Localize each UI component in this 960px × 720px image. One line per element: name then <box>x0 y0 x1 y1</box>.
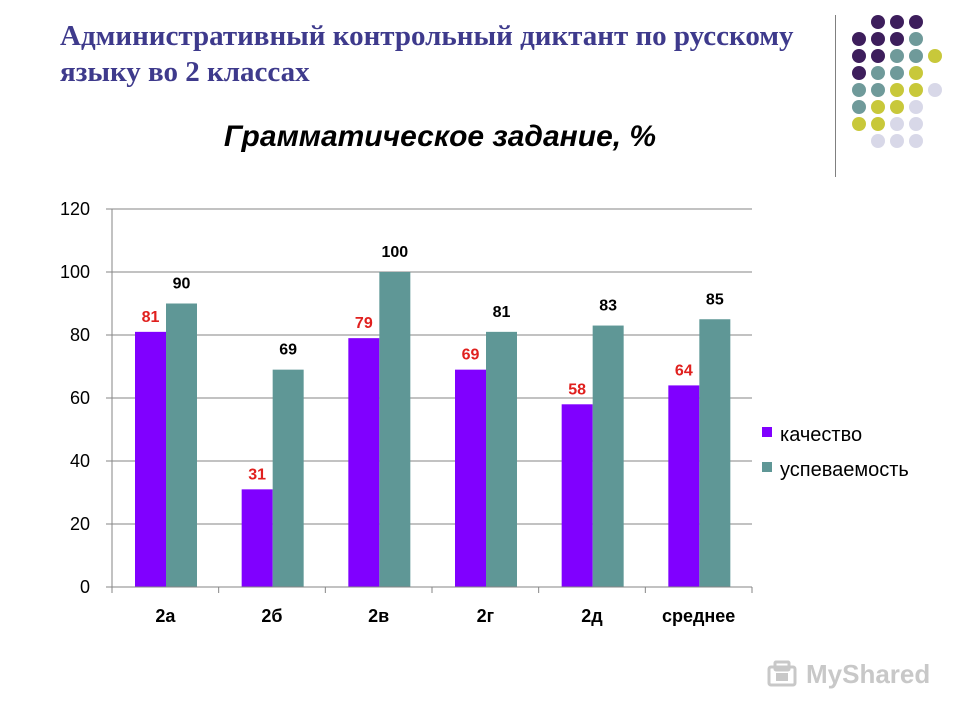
decorative-dot <box>890 117 904 131</box>
data-label: 85 <box>706 291 724 308</box>
decorative-dot <box>909 32 923 46</box>
x-tick-label: 2в <box>368 606 389 626</box>
legend-label: успеваемость <box>780 459 909 481</box>
decorative-dot <box>890 100 904 114</box>
decorative-dot <box>871 117 885 131</box>
watermark-text: MyShared <box>806 658 931 689</box>
data-label: 90 <box>173 276 191 293</box>
bar-uspevaemost <box>272 369 304 587</box>
bar-uspevaemost <box>379 272 411 587</box>
decorative-dot <box>871 32 885 46</box>
decorative-dot <box>928 49 942 63</box>
y-tick-label: 120 <box>60 199 90 219</box>
decorative-dot <box>871 83 885 97</box>
x-tick-label: 2а <box>155 606 176 626</box>
data-label: 31 <box>248 466 266 483</box>
x-tick-label: 2г <box>477 606 495 626</box>
decorative-dot <box>928 83 942 97</box>
bar-uspevaemost <box>699 319 731 587</box>
bar-uspevaemost <box>592 325 624 587</box>
data-label: 64 <box>675 362 693 379</box>
bar-kachestvo <box>348 338 380 587</box>
decorative-dot <box>871 134 885 148</box>
data-label: 79 <box>355 315 373 332</box>
bar-uspevaemost <box>166 303 197 587</box>
y-tick-label: 100 <box>60 262 90 282</box>
data-label: 100 <box>381 244 408 261</box>
decorative-dot <box>909 49 923 63</box>
decorative-dot <box>909 117 923 131</box>
decorative-dot <box>871 15 885 29</box>
decorative-dot <box>890 15 904 29</box>
x-tick-label: среднее <box>662 606 735 626</box>
y-tick-label: 60 <box>70 388 90 408</box>
decorative-dot <box>890 134 904 148</box>
data-label: 81 <box>493 304 511 321</box>
data-label: 81 <box>142 309 160 326</box>
legend-swatch <box>762 462 772 472</box>
bar-kachestvo <box>455 369 486 587</box>
decorative-dot <box>909 83 923 97</box>
decorative-dot <box>852 117 866 131</box>
decorative-dot <box>852 49 866 63</box>
data-label: 58 <box>568 381 586 398</box>
decorative-dot <box>890 32 904 46</box>
decorative-dot <box>871 66 885 80</box>
decorative-dot <box>852 32 866 46</box>
data-label: 69 <box>462 347 480 364</box>
slide-title: Административный контрольный диктант по … <box>60 20 794 88</box>
watermark-logo-icon <box>767 660 797 687</box>
bar-kachestvo <box>241 489 273 587</box>
decorative-dot <box>871 49 885 63</box>
data-label: 83 <box>599 298 617 315</box>
decorative-dot <box>871 100 885 114</box>
bar-uspevaemost <box>486 331 517 587</box>
y-tick-label: 0 <box>80 577 90 597</box>
y-tick-label: 80 <box>70 325 90 345</box>
decorative-dot <box>890 83 904 97</box>
decorative-divider <box>835 15 836 177</box>
x-tick-label: 2д <box>581 606 603 626</box>
decorative-dot <box>852 83 866 97</box>
y-tick-label: 40 <box>70 451 90 471</box>
data-label: 69 <box>279 342 297 359</box>
legend-swatch <box>762 427 772 437</box>
bar-kachestvo <box>561 404 593 587</box>
decorative-dot <box>852 100 866 114</box>
bar-kachestvo <box>668 385 700 587</box>
decorative-dot <box>890 66 904 80</box>
decorative-dot <box>909 134 923 148</box>
decorative-dot <box>852 66 866 80</box>
decorative-dot <box>909 66 923 80</box>
watermark: MyShared <box>766 656 930 692</box>
bar-kachestvo <box>135 331 166 587</box>
decorative-dot-grid <box>850 15 950 155</box>
legend-label: качество <box>780 424 862 446</box>
decorative-dot <box>890 49 904 63</box>
chart-title: Грамматическое задание, % <box>223 120 657 153</box>
decorative-dot <box>909 100 923 114</box>
x-tick-label: 2б <box>261 606 282 626</box>
y-tick-label: 20 <box>70 514 90 534</box>
decorative-dot <box>909 15 923 29</box>
